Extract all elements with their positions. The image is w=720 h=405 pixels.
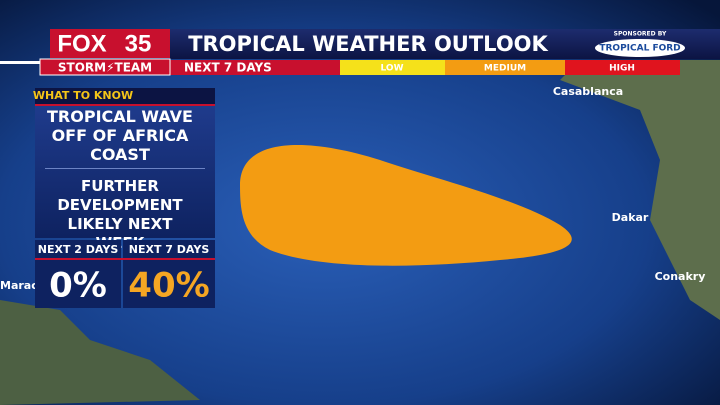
outlook-area <box>240 145 572 266</box>
place-label: Marac <box>0 279 38 292</box>
stat-label: NEXT 2 DAYS <box>38 243 119 256</box>
africa <box>560 60 720 320</box>
scale-label: MEDIUM <box>484 64 526 74</box>
place-label: Dakar <box>612 211 649 224</box>
sponsor-badge <box>595 39 685 57</box>
text-line: FURTHER <box>81 177 159 195</box>
logo: FOX <box>57 30 106 57</box>
south-america <box>0 300 200 405</box>
panel <box>35 106 215 238</box>
text-line: COAST <box>90 145 150 164</box>
sponsor-name: TROPICAL FORD <box>599 44 680 54</box>
place-label: Conakry <box>655 270 706 283</box>
logo-sub-bg <box>39 58 171 76</box>
panel-heading-bg <box>35 88 215 104</box>
logo-bg <box>50 29 170 58</box>
text-line: OFF OF AFRICA <box>52 126 189 145</box>
rule <box>35 258 215 260</box>
stat-value: 0% <box>49 266 107 306</box>
scale-low <box>340 60 445 75</box>
rule <box>0 61 45 64</box>
subtitle: NEXT 7 DAYS <box>184 61 272 75</box>
logo-sub: STORM⚡TEAM <box>58 61 152 75</box>
text-line: LIKELY NEXT <box>68 215 174 233</box>
subtitle-bar <box>170 60 340 75</box>
divider <box>45 168 205 169</box>
text-line: TROPICAL WAVE <box>47 107 193 126</box>
scale-high <box>565 60 680 75</box>
rule <box>35 104 215 106</box>
text-line: DEVELOPMENT <box>57 196 183 214</box>
place-label: Casablanca <box>553 85 623 98</box>
stat-box <box>123 240 215 308</box>
scale-label: LOW <box>381 64 404 74</box>
stat-label: NEXT 7 DAYS <box>129 243 210 256</box>
panel-heading: WHAT TO KNOW <box>33 89 133 102</box>
stat-box <box>35 240 121 308</box>
panel-item: TROPICAL WAVE OFF OF AFRICA COAST <box>47 107 193 164</box>
scale-medium <box>445 60 565 75</box>
logo-number: 35 <box>125 30 152 57</box>
stat-value: 40% <box>128 266 209 306</box>
scale-label: HIGH <box>609 64 635 74</box>
sponsor-label: SPONSORED BY <box>614 31 667 38</box>
title: TROPICAL WEATHER OUTLOOK <box>188 32 548 56</box>
